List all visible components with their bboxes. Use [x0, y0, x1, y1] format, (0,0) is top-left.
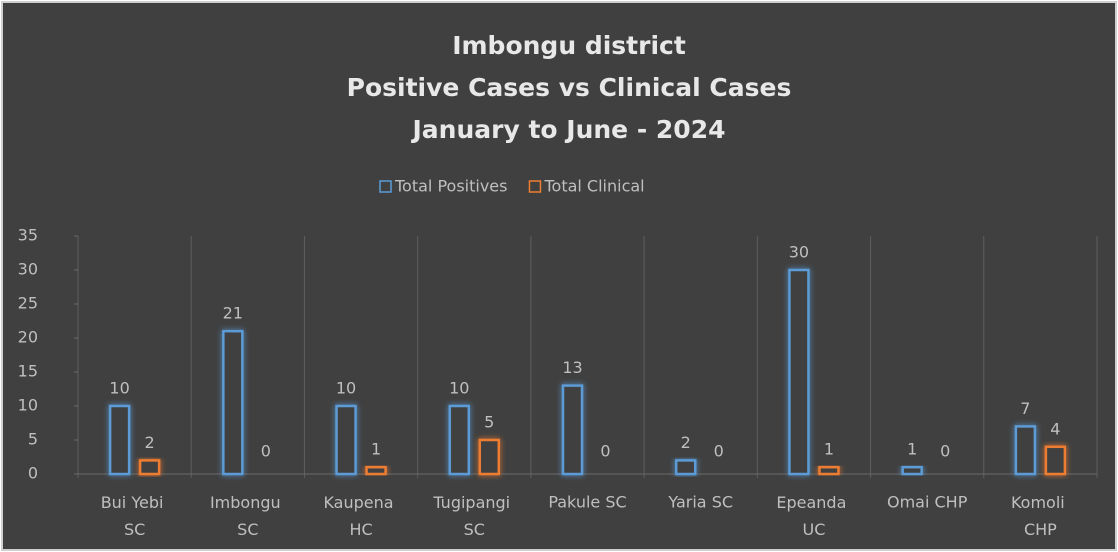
- y-tick-label: 30: [18, 260, 38, 279]
- y-tick-label: 25: [18, 294, 38, 313]
- data-label: 0: [714, 442, 724, 461]
- bar: [818, 465, 840, 476]
- x-tick-label: Tugipangi SC: [432, 493, 515, 539]
- data-label: 10: [449, 379, 469, 398]
- x-tick-label: Bui Yebi SC: [101, 493, 169, 539]
- y-tick-label: 15: [18, 362, 38, 381]
- y-tick-label: 20: [18, 328, 38, 347]
- data-label: 1: [824, 440, 834, 459]
- y-tick-label: 0: [28, 464, 38, 483]
- bar: [1044, 445, 1067, 476]
- bar: [561, 384, 584, 476]
- data-label: 10: [109, 379, 129, 398]
- data-label: 2: [145, 433, 155, 452]
- x-tick-label: Omai CHP: [887, 493, 968, 512]
- bar: [1014, 425, 1037, 476]
- data-label: 30: [789, 243, 809, 262]
- legend-swatch: [379, 180, 392, 193]
- data-label: 0: [940, 442, 950, 461]
- y-tick-label: 35: [18, 226, 38, 245]
- data-label: 1: [371, 440, 381, 459]
- data-label: 0: [600, 442, 610, 461]
- chart-title: January to June - 2024: [410, 115, 725, 144]
- bar: [448, 404, 471, 476]
- data-label: 10: [336, 379, 356, 398]
- bar: [335, 404, 357, 476]
- bar: [674, 459, 697, 476]
- data-label: 5: [484, 413, 494, 432]
- bar: [365, 465, 387, 476]
- data-label: 4: [1050, 419, 1060, 438]
- data-label: 1: [907, 440, 917, 459]
- x-tick-label: Imbongu SC: [210, 493, 286, 539]
- data-label: 13: [562, 358, 582, 377]
- x-tick-label: Komoli CHP: [1011, 493, 1070, 539]
- x-tick-label: Kaupena HC: [323, 493, 398, 539]
- legend-label: Total Positives: [394, 177, 507, 196]
- bar: [108, 404, 131, 476]
- x-tick-label: Epeanda UC: [776, 493, 851, 539]
- bar: [788, 268, 810, 476]
- x-tick-label: Pakule SC: [548, 493, 626, 512]
- data-label: 7: [1020, 399, 1030, 418]
- y-tick-label: 10: [18, 396, 38, 415]
- bar: [138, 459, 161, 476]
- data-label: 2: [681, 433, 691, 452]
- x-tick-label: Yaria SC: [667, 493, 733, 512]
- data-label: 21: [223, 304, 243, 323]
- legend-label: Total Clinical: [543, 177, 644, 196]
- bar: [478, 438, 501, 476]
- bar: [222, 329, 244, 476]
- y-tick-label: 5: [28, 430, 38, 449]
- bar: [901, 465, 923, 476]
- legend-swatch: [528, 180, 542, 193]
- data-label: 0: [261, 442, 271, 461]
- chart-title: Positive Cases vs Clinical Cases: [347, 73, 792, 102]
- chart-title: Imbongu district: [452, 31, 686, 60]
